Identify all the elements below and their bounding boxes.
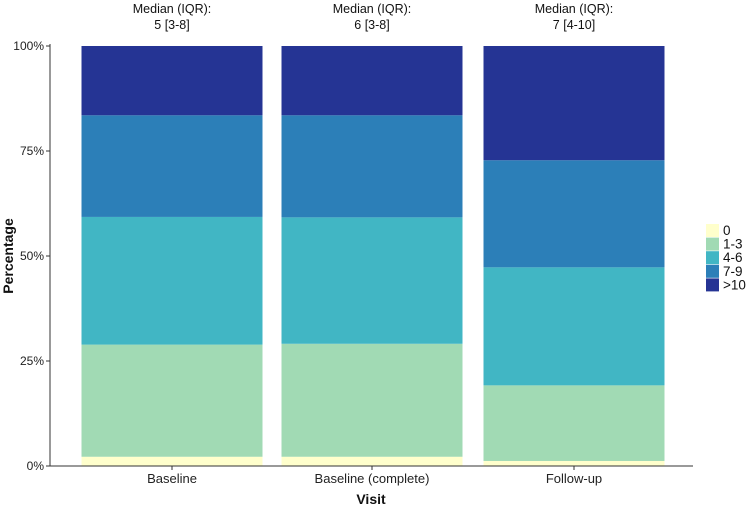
x-tick-label: Baseline <box>147 471 197 486</box>
legend-label: 7-9 <box>723 264 743 279</box>
y-tick-label: 100% <box>13 39 44 53</box>
bar-segment-3-5 <box>483 46 665 161</box>
legend-label: 1-3 <box>723 237 743 252</box>
bar-segment-3-2 <box>483 385 665 461</box>
bar-segment-2-5 <box>281 46 463 116</box>
y-tick-label: 25% <box>20 354 44 368</box>
legend-swatch <box>706 278 719 292</box>
legend-swatch <box>706 251 719 265</box>
legend-swatch <box>706 224 719 237</box>
bar-segment-3-3 <box>483 267 665 386</box>
bar-segment-1-1 <box>81 456 263 466</box>
median-annotation-value: 7 [4-10] <box>553 18 595 32</box>
bar-segment-1-4 <box>81 115 263 217</box>
bar-segment-3-1 <box>483 460 665 466</box>
median-annotation-label: Median (IQR): <box>133 2 212 16</box>
bar-segment-3-4 <box>483 160 665 268</box>
median-annotation-label: Median (IQR): <box>333 2 412 16</box>
legend-swatch <box>706 264 719 278</box>
y-tick-label: 75% <box>20 144 44 158</box>
median-annotation-value: 5 [3-8] <box>154 18 189 32</box>
median-annotation-value: 6 [3-8] <box>354 18 389 32</box>
bar-segment-2-1 <box>281 456 463 466</box>
x-tick-label: Baseline (complete) <box>315 471 430 486</box>
bar-segment-2-4 <box>281 115 463 218</box>
x-axis-title: Visit <box>356 491 386 507</box>
y-tick-label: 0% <box>27 459 45 473</box>
median-annotations: Median (IQR): 5 [3-8] Median (IQR): 6 [3-8]… <box>133 2 614 32</box>
x-tick-label: Follow-up <box>546 471 602 486</box>
y-tick-label: 50% <box>20 249 44 263</box>
legend-label: 4-6 <box>723 250 743 265</box>
legend-label: >10 <box>723 277 746 292</box>
legend: 01-34-67-9>10 <box>706 223 746 292</box>
y-axis: 0% 25% 50% 75% 100% <box>13 39 51 473</box>
median-annotation-label: Median (IQR): <box>535 2 614 16</box>
bar-segment-1-3 <box>81 216 263 345</box>
legend-label: 0 <box>723 223 731 238</box>
bar-segment-1-5 <box>81 46 263 116</box>
x-axis: Baseline Baseline (complete) Follow-up <box>50 465 693 486</box>
plot-area <box>81 46 665 466</box>
legend-swatch <box>706 237 719 251</box>
bar-segment-2-2 <box>281 343 463 457</box>
y-axis-title: Percentage <box>0 218 16 294</box>
bar-segment-1-2 <box>81 344 263 457</box>
bar-segment-2-3 <box>281 217 463 344</box>
